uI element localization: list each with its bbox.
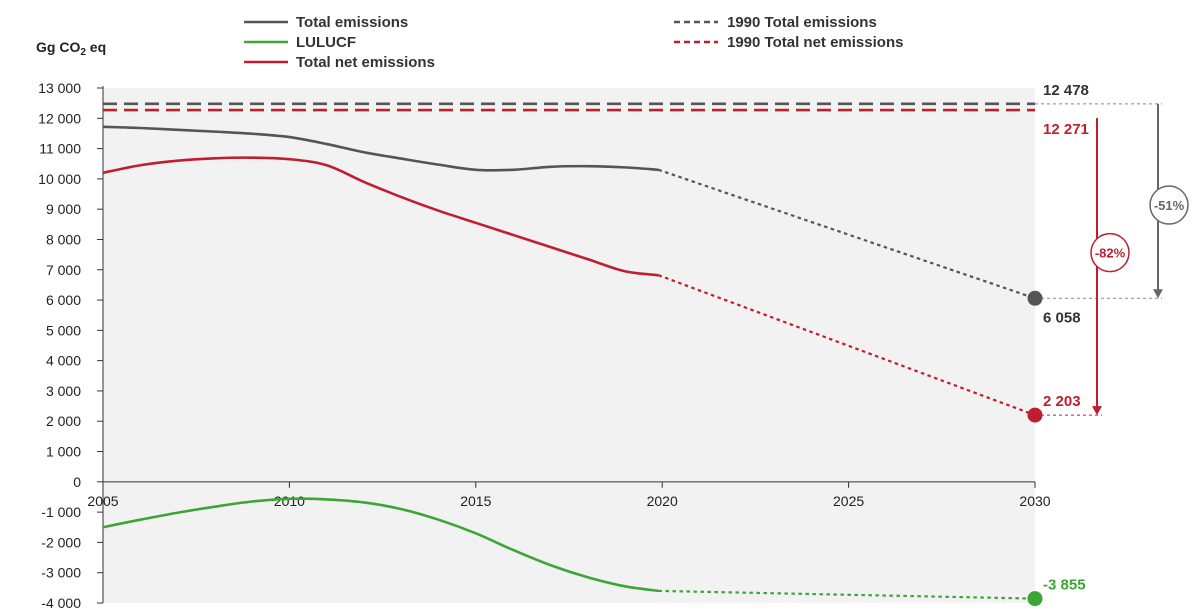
value-labels: 12 478 12 271 6 058 2 203 -3 855 <box>1043 82 1089 594</box>
y-tick-label: 6 000 <box>46 292 81 308</box>
y-tick-label: -1 000 <box>41 504 81 520</box>
y-tick-label: 9 000 <box>46 201 81 217</box>
value-label: 2 203 <box>1043 393 1081 410</box>
arrow-net-reduction-head <box>1092 406 1102 416</box>
x-tick-label: 2010 <box>274 493 305 509</box>
x-tick-label: 2015 <box>460 493 491 509</box>
y-tick-label: 13 000 <box>38 80 81 96</box>
legend-label: 1990 Total emissions <box>727 14 877 31</box>
badge-total-reduction-text: -51% <box>1154 198 1185 213</box>
series-line-total-emissions <box>102 125 659 172</box>
y-tick-label: 8 000 <box>46 231 81 247</box>
x-tick-label: 2025 <box>833 493 864 509</box>
series-lines <box>102 102 1036 600</box>
y-tick-label: -3 000 <box>41 565 81 581</box>
end-point-marker <box>1027 407 1043 423</box>
y-tick-label: 12 000 <box>38 110 81 126</box>
series-line-total-emissions-projection <box>658 168 1036 300</box>
end-point-marker <box>1027 290 1043 306</box>
series-line-lulucf <box>102 497 659 593</box>
arrow-total-reduction-head <box>1153 289 1163 299</box>
legend-label: Total emissions <box>296 14 408 31</box>
value-label: 6 058 <box>1043 309 1081 326</box>
annotations: -51% -82% <box>1035 103 1189 416</box>
x-tick-label: 2005 <box>87 493 118 509</box>
legend-label: Total net emissions <box>296 54 435 71</box>
badge-total-reduction-circle <box>1149 185 1189 225</box>
legend-label: LULUCF <box>296 34 356 51</box>
legend-label: 1990 Total net emissions <box>727 34 903 51</box>
x-tick-label: 2030 <box>1019 493 1050 509</box>
y-tick-label: 1 000 <box>46 444 81 460</box>
end-point-marker <box>1027 591 1043 607</box>
y-tick-label: 3 000 <box>46 383 81 399</box>
y-unit-label: Gg CO2 eq <box>36 39 106 58</box>
value-label: -3 855 <box>1043 577 1086 594</box>
plot-area <box>103 88 1035 603</box>
y-tick-label: 2 000 <box>46 413 81 429</box>
legend: Total emissions LULUCF Total net emissions… <box>244 14 903 71</box>
y-tick-label: 7 000 <box>46 262 81 278</box>
value-label: 12 478 <box>1043 82 1089 99</box>
series-line-total-net-emissions <box>102 156 659 277</box>
y-tick-label: 5 000 <box>46 322 81 338</box>
y-tick-label: -4 000 <box>41 595 81 610</box>
y-tick-label: -2 000 <box>41 534 81 550</box>
y-tick-label: 11 000 <box>39 141 81 157</box>
value-label: 12 271 <box>1043 121 1089 138</box>
badge-net-reduction-circle <box>1090 232 1130 273</box>
x-tick-label: 2020 <box>647 493 678 509</box>
end-points <box>1027 290 1043 607</box>
y-tick-label: 10 000 <box>38 171 81 187</box>
y-tick-label: 4 000 <box>46 353 81 369</box>
axes: 13 000 12 000 11 000 10 000 9 000 8 000 7 000 6… <box>38 80 1051 610</box>
badge-net-reduction-text: -82% <box>1095 246 1126 261</box>
y-tick-label: 0 <box>73 474 81 490</box>
